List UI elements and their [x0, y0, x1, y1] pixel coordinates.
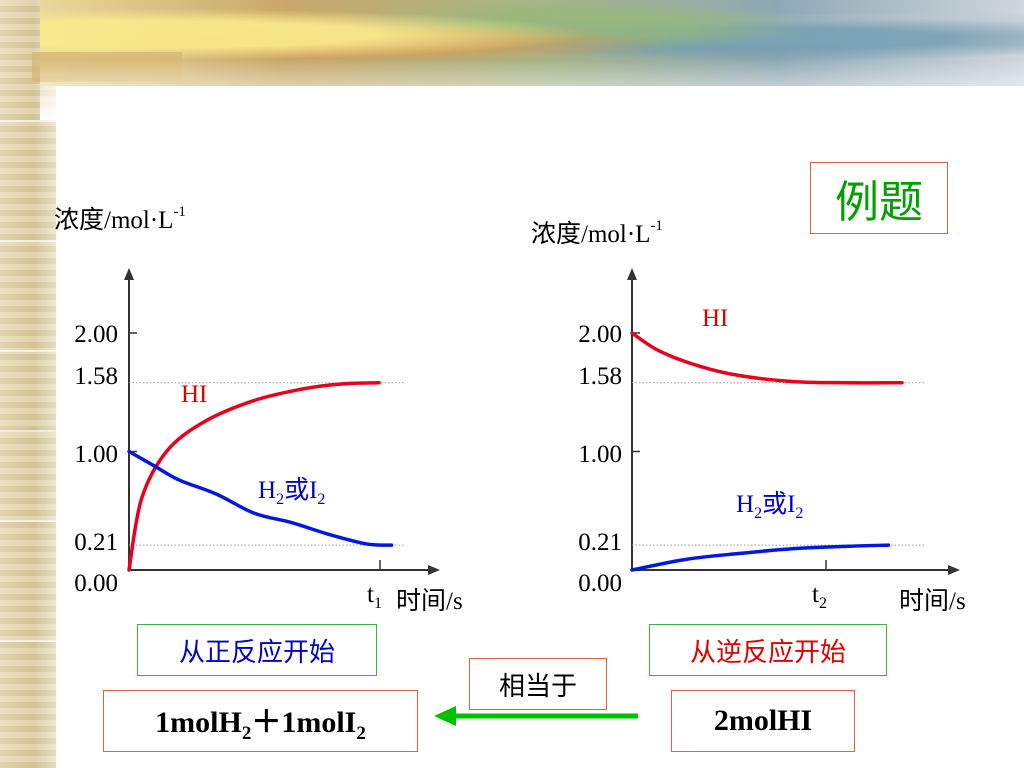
example-title: 例题	[835, 177, 923, 228]
left-caption-box: 从正反应开始	[137, 624, 377, 676]
left-h2-curve	[127, 449, 394, 547]
right-tick-label: 0.00	[578, 570, 622, 597]
left-tick-label: 0.21	[74, 529, 118, 556]
top-banner-fade	[40, 60, 1024, 120]
right-caption-box: 从逆反应开始	[649, 624, 887, 676]
right-t2-label: t2	[812, 581, 827, 612]
right-hi-series-label: HI	[702, 305, 729, 332]
right-h2-series-label: H2或I2	[736, 491, 804, 522]
right-formula-box: 2molHI	[671, 690, 855, 752]
right-tick-label: 2.00	[578, 321, 622, 348]
left-h2-series-label: H2或I2	[258, 477, 326, 508]
left-formula-box: 1molH2＋1molI2	[103, 690, 418, 752]
right-x-axis-arrow	[948, 565, 960, 575]
left-x-axis-arrow	[428, 565, 440, 575]
left-caption: 从正反应开始	[178, 637, 335, 668]
right-hi-curve	[630, 331, 904, 385]
left-tick-label: 2.00	[74, 321, 118, 348]
equivalent-box: 相当于	[469, 658, 607, 710]
equivalent-label: 相当于	[498, 671, 577, 702]
example-title-box: 例题	[810, 162, 948, 234]
right-tick-label: 0.21	[578, 529, 622, 556]
left-tick-label: 1.58	[74, 363, 118, 390]
right-y-axis-label: 浓度/mol·L-1	[531, 218, 663, 248]
equivalence-arrow-head	[434, 706, 456, 726]
left-formula: 1molH2＋1molI2	[155, 706, 366, 744]
right-tick-label: 1.58	[578, 363, 622, 390]
right-tick-label: 1.00	[578, 441, 622, 468]
left-hi-series-label: HI	[181, 381, 208, 408]
side-texture-background	[0, 0, 56, 768]
left-tick-label: 0.00	[74, 570, 118, 597]
left-tick-label: 1.00	[74, 441, 118, 468]
right-y-axis-arrow	[627, 268, 637, 280]
left-y-axis-arrow	[124, 268, 134, 280]
right-caption: 从逆反应开始	[689, 637, 846, 668]
right-h2-curve	[630, 543, 891, 572]
right-x-axis-label: 时间/s	[899, 588, 966, 615]
left-x-axis-label: 时间/s	[396, 588, 463, 615]
left-hi-curve	[127, 381, 381, 572]
left-t1-label: t1	[367, 581, 382, 612]
right-formula: 2molHI	[713, 704, 813, 737]
left-y-axis-label: 浓度/mol·L-1	[54, 204, 186, 234]
